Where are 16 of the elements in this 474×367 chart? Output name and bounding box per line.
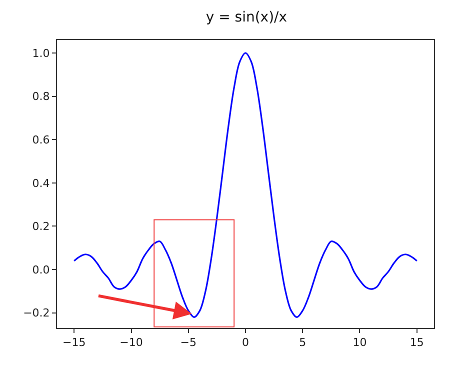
line-series bbox=[73, 52, 418, 318]
y-tick-label: 0.4 bbox=[32, 176, 50, 190]
x-tick-label: 5 bbox=[299, 336, 306, 350]
y-tick-label: 0.2 bbox=[32, 220, 50, 234]
y-tick-label: −0.2 bbox=[23, 306, 50, 320]
y-tick-label: 0.8 bbox=[32, 90, 50, 104]
y-tick-label: 0.0 bbox=[32, 263, 50, 276]
chart-title: y = sin(x)/x bbox=[206, 9, 288, 26]
x-tick-label: −5 bbox=[180, 336, 196, 350]
x-tick-label: 0 bbox=[242, 336, 249, 350]
x-tick-label: 10 bbox=[352, 336, 367, 350]
y-tick-label: 0.6 bbox=[32, 133, 50, 146]
x-tick-label: −15 bbox=[62, 336, 86, 350]
x-tick-label: 15 bbox=[410, 336, 424, 350]
x-tick-label: −10 bbox=[120, 336, 143, 350]
y-tick-label: 1.0 bbox=[32, 46, 50, 60]
